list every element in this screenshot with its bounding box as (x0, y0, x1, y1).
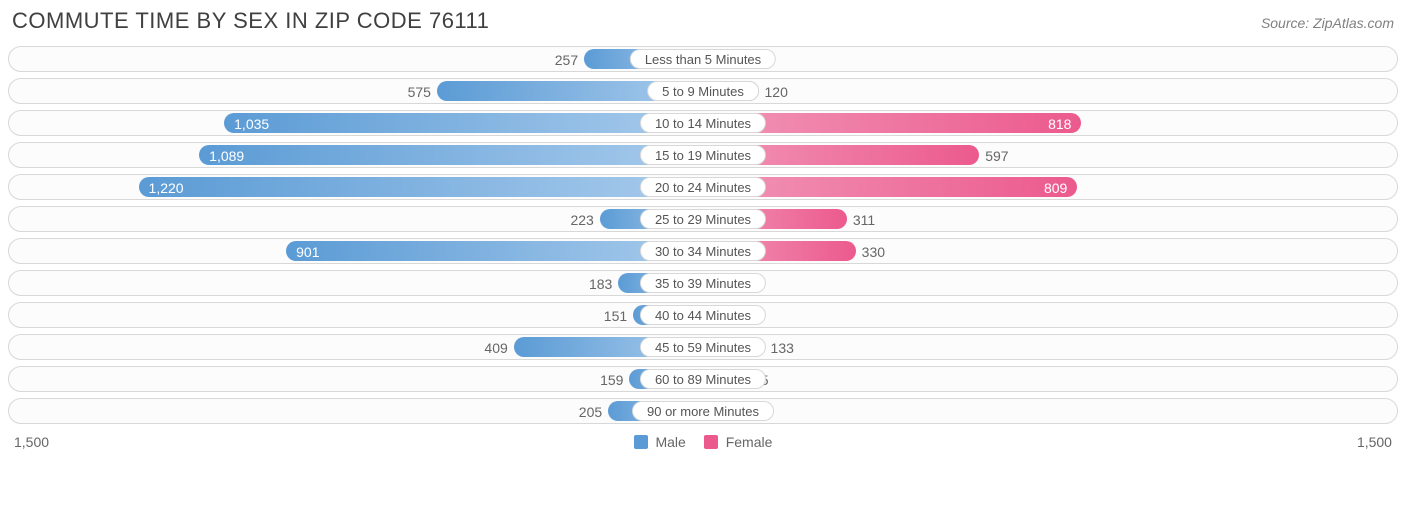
value-male: 159 (600, 367, 623, 393)
chart-title: COMMUTE TIME BY SEX IN ZIP CODE 76111 (12, 8, 489, 34)
chart-row: 575 120 5 to 9 Minutes (8, 78, 1398, 104)
value-male: 257 (555, 47, 578, 73)
legend-swatch-male (634, 435, 648, 449)
chart-header: COMMUTE TIME BY SEX IN ZIP CODE 76111 So… (8, 8, 1398, 34)
legend-swatch-female (704, 435, 718, 449)
chart-row: 90133030 to 34 Minutes (8, 238, 1398, 264)
value-male: 1,035 (224, 111, 703, 137)
category-label: 20 to 24 Minutes (640, 177, 766, 197)
chart-row: 1,089 597 15 to 19 Minutes (8, 142, 1398, 168)
axis-max-left: 1,500 (14, 434, 49, 450)
chart-row: 1,03581810 to 14 Minutes (8, 110, 1398, 136)
value-male: 575 (408, 79, 431, 105)
value-female: 311 (853, 207, 875, 233)
chart-row: 25760Less than 5 Minutes (8, 46, 1398, 72)
chart-row: 1,22080920 to 24 Minutes (8, 174, 1398, 200)
value-male: 409 (484, 335, 507, 361)
diverging-bar-chart: 25760Less than 5 Minutes 575 120 5 to 9 Min… (8, 46, 1398, 424)
legend-item-male: Male (634, 434, 686, 450)
category-label: 60 to 89 Minutes (640, 369, 766, 389)
category-label: 10 to 14 Minutes (640, 113, 766, 133)
category-label: 45 to 59 Minutes (640, 337, 766, 357)
x-axis: 1,500 Male Female 1,500 (8, 430, 1398, 450)
chart-row: 409 13345 to 59 Minutes (8, 334, 1398, 360)
category-label: 5 to 9 Minutes (647, 81, 759, 101)
legend-item-female: Female (704, 434, 773, 450)
chart-row: 1599560 to 89 Minutes (8, 366, 1398, 392)
value-female: 120 (765, 79, 788, 105)
value-female: 597 (985, 143, 1008, 169)
category-label: 40 to 44 Minutes (640, 305, 766, 325)
category-label: 25 to 29 Minutes (640, 209, 766, 229)
value-male: 1,220 (139, 175, 703, 201)
category-label: 90 or more Minutes (632, 401, 774, 421)
value-female: 133 (771, 335, 794, 361)
value-male: 183 (589, 271, 612, 297)
legend-label-female: Female (726, 434, 773, 450)
chart-row: 1513240 to 44 Minutes (8, 302, 1398, 328)
value-male: 205 (579, 399, 602, 425)
value-female: 330 (862, 239, 885, 265)
value-male: 151 (604, 303, 627, 329)
category-label: 30 to 34 Minutes (640, 241, 766, 261)
category-label: 35 to 39 Minutes (640, 273, 766, 293)
value-male: 223 (570, 207, 593, 233)
value-male: 1,089 (199, 143, 703, 169)
chart-source: Source: ZipAtlas.com (1261, 15, 1394, 31)
legend-label-male: Male (655, 434, 685, 450)
category-label: Less than 5 Minutes (630, 49, 776, 69)
chart-row: 2052490 or more Minutes (8, 398, 1398, 424)
legend: Male Female (634, 434, 773, 450)
category-label: 15 to 19 Minutes (640, 145, 766, 165)
chart-row: 1833335 to 39 Minutes (8, 270, 1398, 296)
axis-max-right: 1,500 (1357, 434, 1392, 450)
chart-row: 223 311 25 to 29 Minutes (8, 206, 1398, 232)
